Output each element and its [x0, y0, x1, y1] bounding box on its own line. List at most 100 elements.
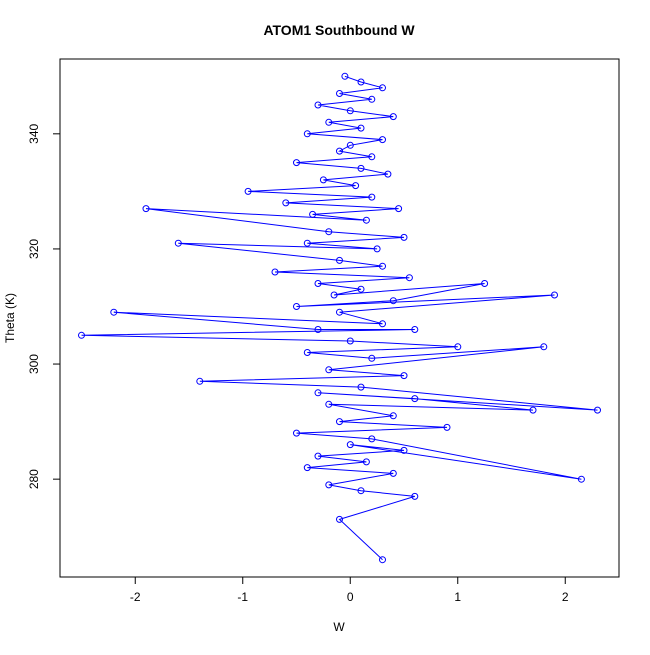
data-point — [389, 113, 397, 121]
data-point — [368, 354, 376, 362]
data-point — [142, 205, 150, 213]
data-point — [271, 268, 279, 276]
x-tick-label: 1 — [454, 590, 461, 604]
y-tick-label: 300 — [27, 354, 41, 374]
data-point — [373, 245, 381, 253]
data-point — [357, 78, 365, 86]
data-point — [309, 210, 317, 218]
data-point — [314, 389, 322, 397]
data-point — [443, 423, 451, 431]
data-point — [551, 291, 558, 299]
x-tick-label: -1 — [237, 590, 248, 604]
data-point — [330, 291, 338, 299]
data-point — [357, 124, 365, 132]
data-point — [454, 343, 462, 351]
data-point — [244, 187, 252, 195]
data-point — [540, 343, 548, 351]
plot-frame — [59, 58, 620, 578]
data-point — [346, 337, 354, 345]
data-point — [357, 285, 365, 293]
data-point — [336, 515, 343, 523]
data-point — [357, 487, 365, 495]
series-points — [78, 72, 601, 564]
data-point — [379, 84, 386, 92]
data-point — [384, 170, 392, 178]
y-tick-label: 340 — [27, 123, 41, 143]
data-point — [325, 400, 333, 408]
data-point — [395, 205, 403, 213]
data-point — [400, 446, 408, 454]
series-line — [81, 75, 598, 561]
series-lines — [81, 75, 598, 561]
chart-title: ATOM1 Southbound W — [263, 22, 415, 38]
data-point — [400, 233, 408, 241]
data-point — [336, 90, 343, 97]
data-point — [325, 228, 333, 236]
data-point — [368, 435, 376, 443]
data-point — [336, 308, 343, 316]
data-point — [379, 262, 386, 270]
data-point — [400, 372, 408, 380]
y-tick-label: 280 — [27, 469, 41, 489]
data-point — [362, 216, 370, 224]
data-point — [529, 406, 537, 414]
data-point — [196, 377, 204, 385]
x-tick-label: -2 — [130, 590, 141, 604]
data-point — [577, 475, 585, 483]
data-point — [303, 239, 311, 247]
data-point — [314, 101, 322, 109]
data-point — [352, 182, 360, 190]
data-point — [336, 256, 343, 264]
data-point — [325, 118, 333, 126]
data-point — [357, 164, 365, 172]
data-point — [346, 441, 354, 449]
data-point — [174, 239, 182, 247]
data-point — [411, 326, 419, 333]
data-point — [362, 458, 370, 466]
data-point — [405, 274, 413, 282]
data-point — [368, 153, 376, 161]
x-axis-label: W — [333, 620, 345, 634]
data-point — [481, 280, 489, 287]
data-point — [594, 406, 601, 414]
data-point — [282, 199, 290, 207]
data-point — [379, 556, 386, 564]
data-point — [346, 141, 354, 149]
data-point — [319, 176, 327, 184]
data-point — [379, 136, 386, 144]
data-point — [293, 159, 300, 167]
data-point — [368, 95, 376, 103]
data-point — [303, 130, 311, 138]
y-tick-label: 320 — [27, 239, 41, 259]
data-point — [293, 429, 300, 437]
data-point — [303, 464, 311, 472]
data-point — [368, 193, 376, 201]
y-axis: 280 300 320 340 — [27, 123, 60, 489]
data-point — [314, 452, 322, 460]
y-axis-label: Theta (K) — [3, 293, 17, 343]
data-point — [325, 481, 333, 489]
data-point — [346, 107, 354, 115]
data-point — [411, 492, 419, 500]
data-point — [389, 297, 397, 305]
data-point — [314, 326, 322, 333]
data-point — [341, 72, 349, 80]
x-tick-label: 2 — [562, 590, 569, 604]
data-point — [336, 418, 343, 426]
data-point — [411, 395, 419, 403]
data-point — [314, 280, 322, 287]
data-point — [303, 349, 311, 356]
data-point — [389, 412, 397, 420]
data-point — [78, 331, 85, 339]
x-axis: -2 -1 0 1 2 — [130, 577, 569, 604]
data-point — [293, 303, 300, 310]
data-point — [357, 383, 365, 391]
data-point — [336, 147, 343, 155]
data-point — [110, 308, 118, 316]
data-point — [325, 366, 333, 374]
plot-area — [78, 72, 601, 564]
data-point — [389, 469, 397, 477]
data-point — [379, 320, 386, 328]
